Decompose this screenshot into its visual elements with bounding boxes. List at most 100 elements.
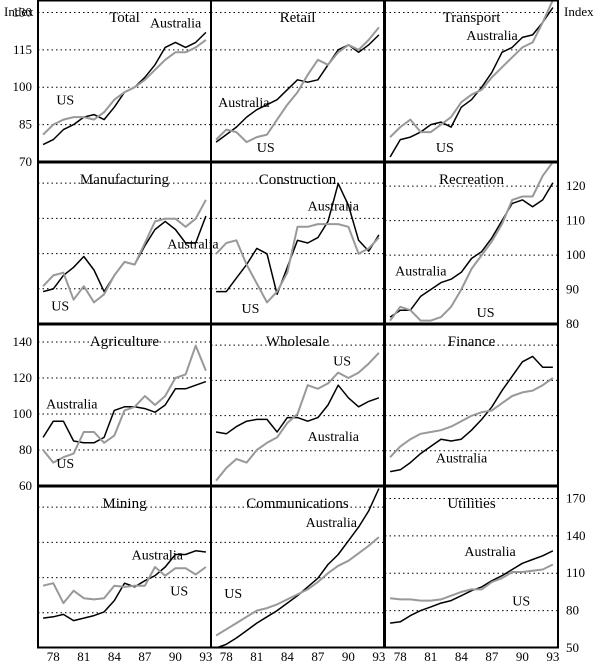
chart-panel-mining: Mining Australia US bbox=[37, 485, 212, 649]
series-annotation-total-us: US bbox=[56, 94, 74, 109]
x-tick-label-0-81: 81 bbox=[77, 649, 90, 664]
right-axis-label: Index bbox=[564, 4, 594, 19]
y-tick-label-recreation-120: 120 bbox=[566, 178, 586, 193]
chart-panel-construction: Construction Australia US bbox=[210, 161, 385, 325]
y-tick-label-agriculture-140: 140 bbox=[13, 334, 33, 349]
series-annotation-wholesale-us: US bbox=[333, 354, 351, 369]
x-tick-label-0-87: 87 bbox=[138, 649, 152, 664]
x-axis-tick-labels: 78 81 84 87 90 93 78 81 84 87 90 93 78 81 84 87 90 93 bbox=[47, 649, 560, 664]
panel-title-communications: Communications bbox=[246, 496, 349, 512]
x-tick-label-2-93: 93 bbox=[546, 649, 559, 664]
series-annotation-retail-us: US bbox=[257, 141, 275, 156]
series-annotation-wholesale-australia: Australia bbox=[308, 430, 360, 445]
series-annotation-transport-us: US bbox=[436, 141, 454, 156]
y-tick-label-recreation-90: 90 bbox=[566, 282, 579, 297]
x-tick-label-2-78: 78 bbox=[394, 649, 407, 664]
series-line-wholesale-us bbox=[215, 352, 380, 482]
panel-title-total: Total bbox=[109, 10, 140, 26]
y-tick-label-recreation-80: 80 bbox=[566, 316, 579, 331]
series-annotation-utilities-us: US bbox=[512, 595, 530, 610]
series-annotation-transport-australia: Australia bbox=[466, 29, 518, 44]
series-line-recreation-us bbox=[389, 161, 554, 322]
panel-title-transport: Transport bbox=[443, 10, 502, 26]
x-tick-label-0-84: 84 bbox=[108, 649, 122, 664]
x-tick-label-1-84: 84 bbox=[281, 649, 295, 664]
series-annotation-utilities-australia: Australia bbox=[464, 545, 516, 560]
y-tick-label-utilities-170: 170 bbox=[566, 490, 586, 505]
series-line-total-australia bbox=[42, 31, 207, 146]
panel-title-wholesale: Wholesale bbox=[266, 334, 330, 350]
series-line-recreation-australia bbox=[389, 182, 554, 318]
series-line-mining-us bbox=[42, 566, 207, 605]
panel-title-utilities: Utilities bbox=[447, 496, 495, 512]
series-line-total-us bbox=[42, 39, 207, 136]
series-annotation-construction-us: US bbox=[242, 302, 260, 317]
series-annotation-mining-australia: Australia bbox=[132, 549, 184, 564]
y-tick-label-utilities-110: 110 bbox=[566, 565, 585, 580]
series-annotation-communications-us: US bbox=[224, 587, 242, 602]
x-tick-label-2-84: 84 bbox=[455, 649, 469, 664]
x-tick-label-2-90: 90 bbox=[516, 649, 529, 664]
chart-panel-finance: Finance Australia bbox=[384, 323, 559, 487]
series-line-agriculture-australia bbox=[42, 380, 207, 444]
series-annotation-agriculture-us: US bbox=[56, 457, 74, 472]
series-line-construction-australia bbox=[216, 182, 380, 296]
chart-panel-total: Total Australia US 70 85 100 115 130 bbox=[13, 0, 212, 169]
series-line-finance-australia bbox=[389, 355, 553, 473]
y-tick-label-agriculture-100: 100 bbox=[13, 406, 33, 421]
chart-panel-utilities: Utilities Australia US 50 80 110 140 170 bbox=[384, 485, 586, 655]
series-annotation-communications-australia: Australia bbox=[306, 516, 358, 531]
y-tick-label-total-70: 70 bbox=[19, 154, 32, 169]
y-tick-label-total-115: 115 bbox=[13, 42, 32, 57]
chart-panel-recreation: Recreation Australia US 80 90 100 110 120 bbox=[384, 161, 586, 331]
panel-title-recreation: Recreation bbox=[439, 172, 504, 188]
chart-panel-retail: Retail Australia US bbox=[210, 0, 385, 163]
y-tick-label-agriculture-80: 80 bbox=[19, 442, 32, 457]
left-axis-label: Index bbox=[4, 4, 34, 19]
series-line-finance-us bbox=[389, 377, 554, 458]
series-line-retail-australia bbox=[215, 34, 380, 143]
series-line-utilities-australia bbox=[390, 550, 554, 624]
x-tick-label-0-90: 90 bbox=[169, 649, 182, 664]
y-tick-label-agriculture-120: 120 bbox=[13, 370, 33, 385]
panel-frame-utilities bbox=[384, 485, 559, 649]
series-line-communications-us bbox=[215, 536, 380, 637]
series-line-wholesale-australia bbox=[215, 384, 380, 435]
series-annotation-manufacturing-australia: Australia bbox=[167, 237, 219, 252]
series-line-construction-us bbox=[215, 223, 380, 304]
y-tick-label-utilities-80: 80 bbox=[566, 603, 579, 618]
series-annotation-retail-australia: Australia bbox=[218, 96, 270, 111]
chart-panel-communications: Communications Australia US bbox=[210, 485, 385, 649]
chart-panel-manufacturing: Manufacturing Australia US bbox=[37, 161, 219, 325]
panel-title-finance: Finance bbox=[448, 334, 496, 350]
series-line-manufacturing-us bbox=[42, 199, 207, 304]
series-annotation-recreation-us: US bbox=[477, 306, 495, 321]
series-annotation-construction-australia: Australia bbox=[308, 200, 360, 215]
x-tick-label-1-90: 90 bbox=[342, 649, 355, 664]
x-tick-label-1-81: 81 bbox=[250, 649, 263, 664]
chart-panels: Total Australia US 70 85 100 115 130 Retail Austr… bbox=[13, 0, 586, 655]
series-annotation-recreation-australia: Australia bbox=[395, 265, 447, 280]
x-tick-label-0-78: 78 bbox=[47, 649, 60, 664]
x-tick-label-2-87: 87 bbox=[485, 649, 499, 664]
chart-panel-wholesale: Wholesale Australia US bbox=[210, 323, 385, 487]
series-annotation-mining-us: US bbox=[170, 585, 188, 600]
x-tick-label-1-93: 93 bbox=[372, 649, 385, 664]
panel-title-agriculture: Agriculture bbox=[90, 334, 159, 350]
series-annotation-total-australia: Australia bbox=[150, 16, 202, 31]
x-tick-label-0-93: 93 bbox=[199, 649, 212, 664]
y-tick-label-agriculture-60: 60 bbox=[19, 478, 32, 493]
x-tick-label-1-78: 78 bbox=[220, 649, 233, 664]
panel-title-retail: Retail bbox=[280, 10, 316, 26]
panel-title-manufacturing: Manufacturing bbox=[80, 172, 170, 188]
series-line-mining-australia bbox=[43, 550, 206, 622]
series-line-retail-us bbox=[215, 26, 380, 144]
series-line-transport-australia bbox=[389, 7, 554, 158]
y-tick-label-total-85: 85 bbox=[19, 117, 32, 132]
series-line-utilities-us bbox=[389, 563, 554, 602]
y-tick-label-utilities-140: 140 bbox=[566, 528, 586, 543]
y-tick-label-total-100: 100 bbox=[13, 79, 33, 94]
series-line-transport-us bbox=[389, 0, 554, 138]
x-tick-label-2-81: 81 bbox=[424, 649, 437, 664]
